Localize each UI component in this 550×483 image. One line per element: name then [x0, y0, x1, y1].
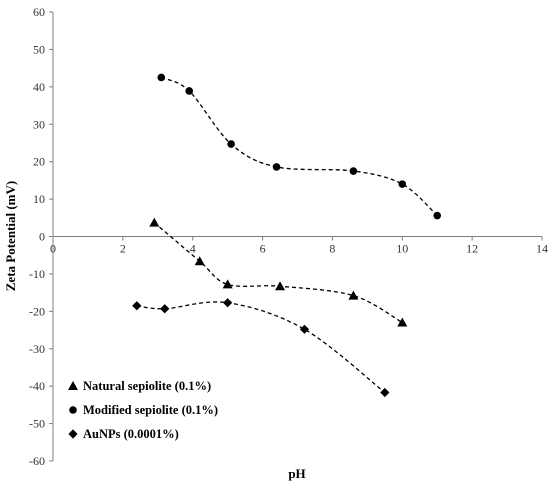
x-tick-label: 12 — [466, 242, 478, 256]
x-axis-title: pH — [288, 466, 305, 481]
legend-label: Modified sepiolite (0.1%) — [83, 403, 218, 417]
legend-label: AuNPs (0.0001%) — [83, 427, 179, 441]
y-tick-label: 60 — [33, 5, 45, 19]
data-point-diamond — [299, 324, 310, 334]
y-tick-label: 10 — [33, 192, 45, 206]
y-axis-title: Zeta Potential (mV) — [3, 181, 18, 291]
legend: Natural sepiolite (0.1%) Modified sepioli… — [68, 379, 218, 441]
data-point-triangle — [194, 256, 205, 266]
y-tick-label: 20 — [33, 155, 45, 169]
data-point-diamond — [132, 301, 142, 311]
x-tick-label: 4 — [190, 242, 196, 256]
data-point-circle — [349, 167, 358, 175]
y-tick-label: -50 — [29, 417, 45, 431]
data-point-triangle — [222, 279, 233, 289]
data-markers — [132, 73, 442, 398]
data-point-circle — [433, 211, 442, 220]
data-point-diamond — [160, 304, 170, 314]
trendline-diamond — [136, 301, 386, 394]
legend-marker-circle — [69, 406, 77, 414]
y-tick-label: -60 — [29, 454, 45, 468]
legend-label: Natural sepiolite (0.1%) — [83, 379, 211, 393]
data-point-circle — [227, 140, 235, 148]
data-point-triangle — [397, 317, 408, 327]
y-axis-ticks: 60 50 40 30 20 10 0 -10 -20 -30 -40 -50 -60 — [29, 5, 53, 468]
x-tick-label: 10 — [396, 242, 408, 256]
x-axis-ticks: 0 2 4 6 8 10 12 14 — [50, 236, 548, 256]
y-tick-label: 50 — [33, 42, 45, 56]
x-tick-label: 0 — [50, 242, 56, 256]
data-point-circle — [185, 87, 194, 95]
legend-marker-triangle — [68, 381, 78, 390]
data-point-triangle — [348, 290, 359, 300]
y-tick-label: -20 — [29, 304, 45, 318]
data-point-diamond — [380, 387, 390, 398]
x-tick-label: 6 — [260, 242, 266, 256]
x-tick-label: 8 — [329, 242, 335, 256]
y-tick-label: 0 — [39, 230, 45, 244]
y-tick-label: -30 — [29, 342, 45, 356]
data-point-triangle — [149, 217, 160, 227]
data-point-circle — [272, 163, 281, 171]
data-point-circle — [157, 73, 166, 82]
y-tick-label: 40 — [33, 80, 45, 94]
y-tick-label: -10 — [29, 267, 45, 281]
data-point-triangle — [275, 281, 286, 291]
data-point-circle — [398, 180, 407, 188]
y-tick-label: 30 — [33, 117, 45, 131]
x-tick-label: 2 — [120, 242, 126, 256]
legend-marker-diamond — [68, 429, 78, 439]
x-tick-label: 14 — [536, 242, 548, 256]
trendline-triangle — [153, 222, 403, 324]
y-tick-label: -40 — [29, 379, 45, 393]
data-point-diamond — [223, 298, 233, 308]
